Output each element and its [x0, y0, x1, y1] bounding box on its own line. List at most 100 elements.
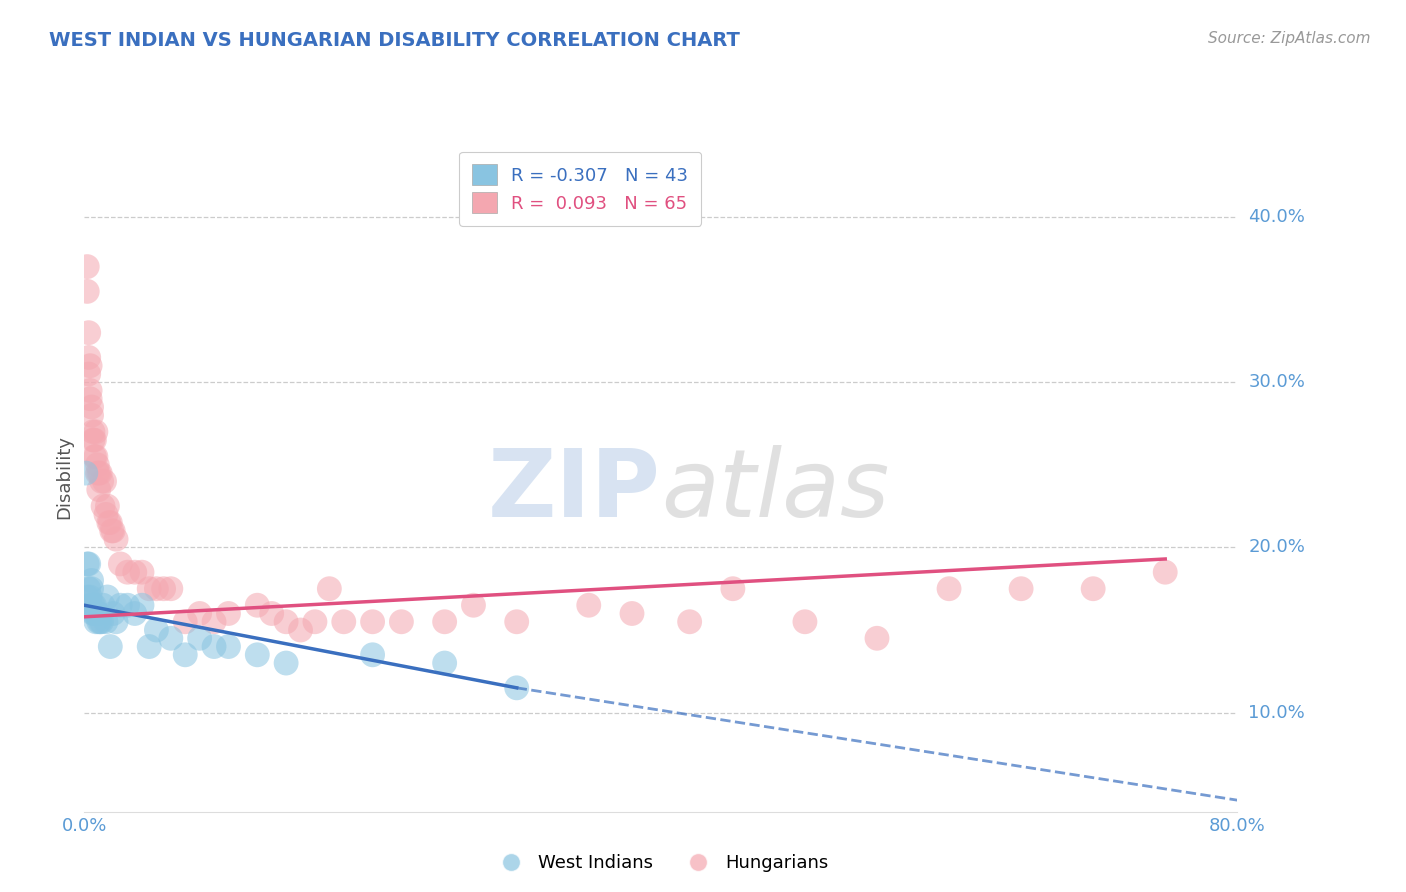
Point — [96, 499, 118, 513]
Point — [260, 607, 283, 621]
Point — [77, 367, 100, 381]
Text: 30.0%: 30.0% — [1249, 373, 1305, 392]
Point — [217, 607, 239, 621]
Point — [100, 524, 122, 538]
Point — [90, 475, 112, 489]
Point — [86, 466, 108, 480]
Point — [152, 582, 174, 596]
Point — [131, 599, 153, 613]
Point — [332, 615, 354, 629]
Point — [110, 599, 132, 613]
Point — [160, 582, 183, 596]
Point — [105, 615, 128, 629]
Point — [621, 607, 644, 621]
Point — [721, 582, 744, 596]
Point — [87, 607, 110, 621]
Point — [217, 640, 239, 654]
Point — [86, 607, 108, 621]
Point — [91, 499, 114, 513]
Point — [83, 450, 105, 464]
Text: 40.0%: 40.0% — [1249, 208, 1305, 226]
Point — [145, 623, 167, 637]
Point — [76, 590, 98, 604]
Point — [274, 656, 298, 670]
Point — [117, 565, 139, 579]
Point — [938, 582, 960, 596]
Point — [506, 681, 529, 695]
Point — [361, 615, 384, 629]
Point — [76, 285, 98, 299]
Point — [290, 623, 312, 637]
Point — [506, 615, 529, 629]
Point — [98, 640, 121, 654]
Point — [87, 466, 110, 480]
Point — [188, 632, 211, 646]
Point — [80, 582, 103, 596]
Point — [79, 392, 101, 406]
Point — [361, 648, 384, 662]
Point — [433, 656, 456, 670]
Point — [202, 640, 225, 654]
Point — [83, 433, 105, 447]
Point — [77, 351, 100, 365]
Text: ZIP: ZIP — [488, 444, 661, 537]
Point — [77, 582, 100, 596]
Point — [145, 582, 167, 596]
Point — [84, 450, 107, 464]
Point — [80, 574, 103, 588]
Point — [84, 425, 107, 439]
Point — [160, 632, 183, 646]
Point — [131, 565, 153, 579]
Point — [866, 632, 889, 646]
Point — [96, 590, 118, 604]
Point — [1081, 582, 1104, 596]
Point — [82, 425, 104, 439]
Point — [117, 599, 139, 613]
Point — [103, 607, 124, 621]
Point — [82, 599, 104, 613]
Point — [318, 582, 340, 596]
Point — [79, 359, 101, 373]
Point — [103, 524, 124, 538]
Point — [82, 433, 104, 447]
Point — [93, 475, 115, 489]
Point — [463, 599, 485, 613]
Point — [138, 582, 160, 596]
Point — [89, 466, 111, 480]
Point — [87, 483, 110, 497]
Point — [246, 599, 269, 613]
Point — [678, 615, 700, 629]
Point — [76, 260, 98, 274]
Point — [105, 532, 128, 546]
Point — [304, 615, 326, 629]
Point — [82, 607, 104, 621]
Y-axis label: Disability: Disability — [55, 435, 73, 519]
Point — [174, 615, 197, 629]
Point — [83, 607, 105, 621]
Point — [84, 615, 107, 629]
Point — [77, 326, 100, 340]
Point — [578, 599, 600, 613]
Point — [75, 466, 97, 480]
Point — [188, 607, 211, 621]
Point — [1010, 582, 1032, 596]
Text: WEST INDIAN VS HUNGARIAN DISABILITY CORRELATION CHART: WEST INDIAN VS HUNGARIAN DISABILITY CORR… — [49, 31, 740, 50]
Point — [246, 648, 269, 662]
Point — [94, 508, 117, 522]
Point — [138, 640, 160, 654]
Point — [202, 615, 225, 629]
Point — [80, 400, 103, 414]
Point — [174, 648, 197, 662]
Point — [86, 607, 108, 621]
Legend: West Indians, Hungarians: West Indians, Hungarians — [486, 847, 835, 880]
Point — [90, 615, 112, 629]
Point — [76, 557, 98, 571]
Point — [98, 516, 121, 530]
Point — [83, 599, 105, 613]
Point — [79, 384, 101, 398]
Point — [124, 607, 146, 621]
Point — [87, 615, 110, 629]
Point — [84, 607, 107, 621]
Point — [110, 557, 132, 571]
Point — [79, 590, 101, 604]
